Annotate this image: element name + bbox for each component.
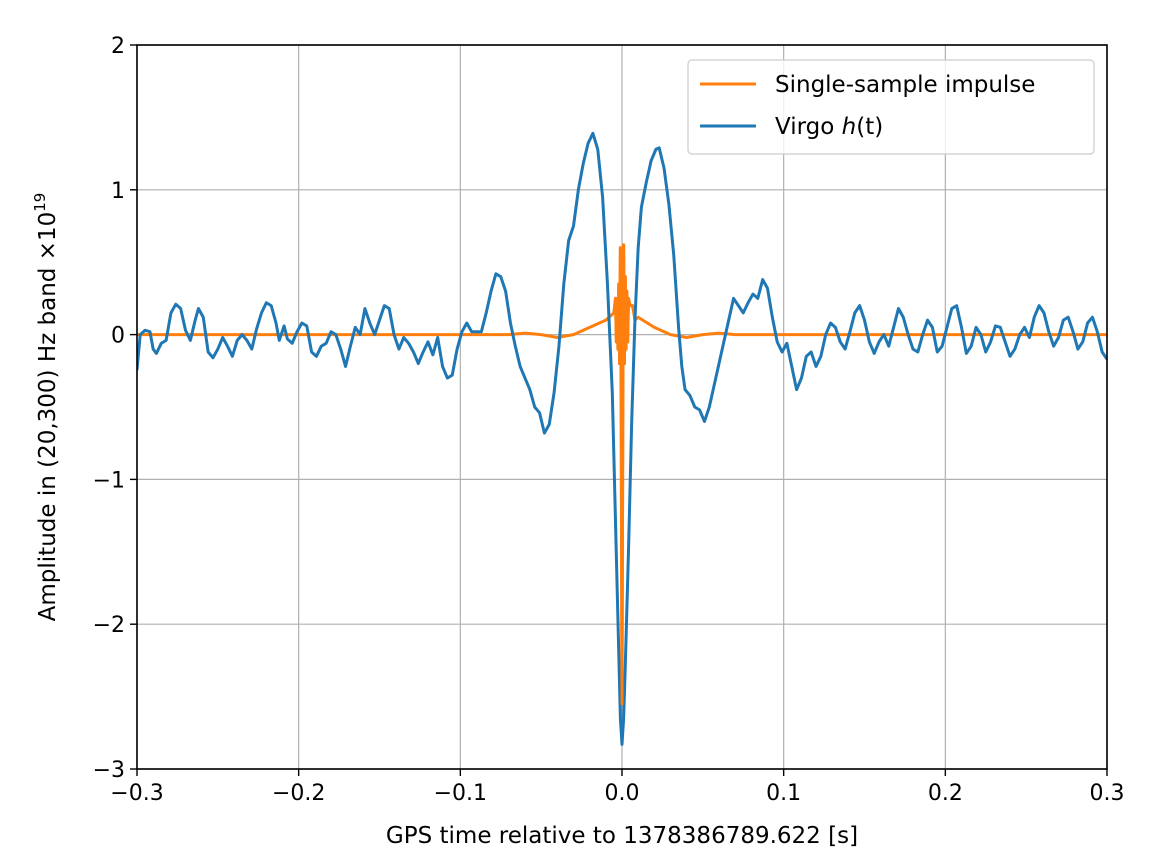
- y-tick-label: −1: [93, 468, 125, 493]
- x-tick-label: 0.2: [928, 781, 963, 806]
- series-line-impulse-center: [612, 243, 635, 706]
- y-tick-label: 0: [111, 324, 125, 349]
- y-tick-label: 2: [111, 34, 125, 59]
- x-tick-label: −0.1: [434, 781, 487, 806]
- x-tick-label: −0.3: [110, 781, 163, 806]
- legend-label-impulse: Single-sample impulse: [775, 72, 1035, 98]
- y-tick-label: −2: [93, 613, 125, 638]
- series-line-virgo: [137, 131, 1107, 746]
- series-layer: [137, 131, 1107, 746]
- legend-label-virgo: Virgo h(t): [775, 114, 883, 140]
- y-axis-label-main: Amplitude in (20,300) Hz band ×10: [35, 212, 61, 622]
- y-tick-label: 1: [111, 179, 125, 204]
- y-axis-label: Amplitude in (20,300) Hz band ×1019: [31, 193, 61, 622]
- y-axis-label-exponent: 19: [31, 193, 49, 212]
- x-tick-label: 0.0: [605, 781, 640, 806]
- legend-box: [687, 59, 1095, 155]
- y-tick-label: −3: [93, 758, 125, 783]
- x-axis-label: GPS time relative to 1378386789.622 [s]: [386, 823, 858, 849]
- axis-ticks: −0.3 −0.2 −0.1 0.0 0.1 0.2 0.3 −3 −2 −1 0 1 2: [93, 34, 1125, 806]
- x-tick-label: 0.1: [766, 781, 801, 806]
- legend: Single-sample impulse Virgo h(t): [687, 59, 1095, 155]
- x-tick-label: −0.2: [272, 781, 325, 806]
- x-tick-label: 0.3: [1090, 781, 1125, 806]
